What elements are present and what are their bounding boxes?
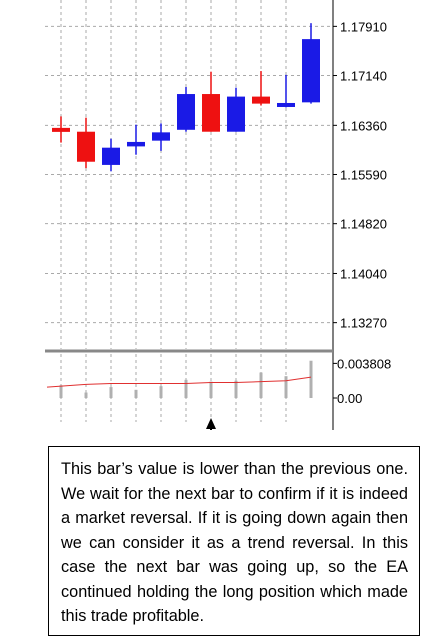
candlestick-chart: 1.17910 1.17140 1.16360 1.15590 1.14820 1.140… (45, 0, 391, 430)
candle-body (177, 94, 195, 130)
annotation-callout-box: This bar’s value is lower than the previ… (48, 446, 420, 636)
candle-body (252, 96, 270, 104)
indicator-tick-label: 0.00 (337, 391, 362, 406)
price-tick-label: 1.17910 (340, 19, 387, 34)
candle-body (227, 96, 245, 132)
candle-body (277, 102, 295, 107)
price-tick-label: 1.17140 (340, 69, 387, 84)
price-tick-label: 1.14040 (340, 266, 387, 281)
candle-body (152, 132, 170, 141)
callout-arrow-head (206, 418, 216, 429)
candle-body (77, 131, 95, 162)
price-tick-label: 1.16360 (340, 118, 387, 133)
annotation-text: This bar’s value is lower than the previ… (61, 460, 408, 625)
indicator-tick-label: 0.003808 (337, 356, 391, 371)
candle-body (102, 147, 120, 165)
price-tick-label: 1.15590 (340, 168, 387, 183)
candle-body (52, 127, 70, 132)
candle-body (302, 39, 320, 103)
price-tick-label: 1.13270 (340, 316, 387, 331)
indicator-line (46, 376, 312, 388)
candle-body (202, 94, 220, 132)
price-tick-label: 1.14820 (340, 217, 387, 232)
chart-canvas: 1.17910 1.17140 1.16360 1.15590 1.14820 1.140… (45, 0, 391, 430)
candle-body (127, 141, 145, 147)
